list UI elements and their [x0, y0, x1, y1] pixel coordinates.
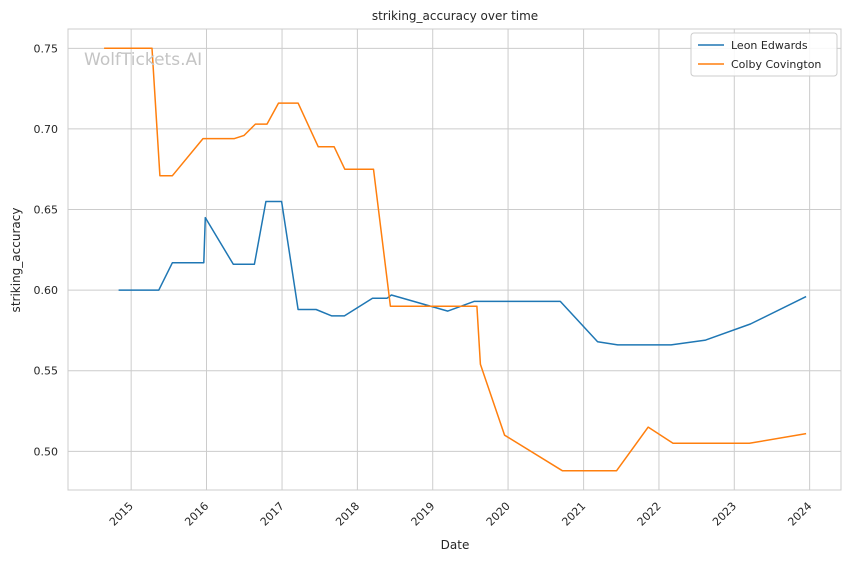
grid — [68, 29, 841, 490]
x-axis-label: Date — [441, 538, 470, 552]
y-tick-label: 0.55 — [34, 365, 59, 378]
legend-label-colby-covington: Colby Covington — [731, 58, 821, 71]
series-line-leon-edwards — [118, 200, 807, 346]
plot-frame — [67, 28, 842, 491]
y-tick-label: 0.65 — [34, 204, 59, 217]
legend-box — [690, 32, 838, 77]
y-tick-label: 0.60 — [34, 284, 59, 297]
y-tick-labels: 0.50 0.55 0.60 0.65 0.70 0.75 — [34, 42, 59, 458]
y-axis-label: striking_accuracy — [9, 208, 23, 313]
y-tick-label: 0.75 — [34, 42, 59, 55]
series-lines — [104, 47, 807, 472]
legend-label-leon-edwards: Leon Edwards — [731, 39, 808, 52]
watermark: WolfTickets.AI — [84, 50, 202, 70]
legend: Leon Edwards Colby Covington — [690, 32, 838, 77]
x-tick-labels: 2015 2016 2017 2018 2019 2020 2021 2022 2023 2024 — [107, 500, 814, 529]
chart-title: striking_accuracy over time — [372, 9, 538, 23]
series-line-colby-covington — [104, 47, 807, 472]
y-tick-label: 0.70 — [34, 123, 59, 136]
y-tick-label: 0.50 — [34, 445, 59, 458]
